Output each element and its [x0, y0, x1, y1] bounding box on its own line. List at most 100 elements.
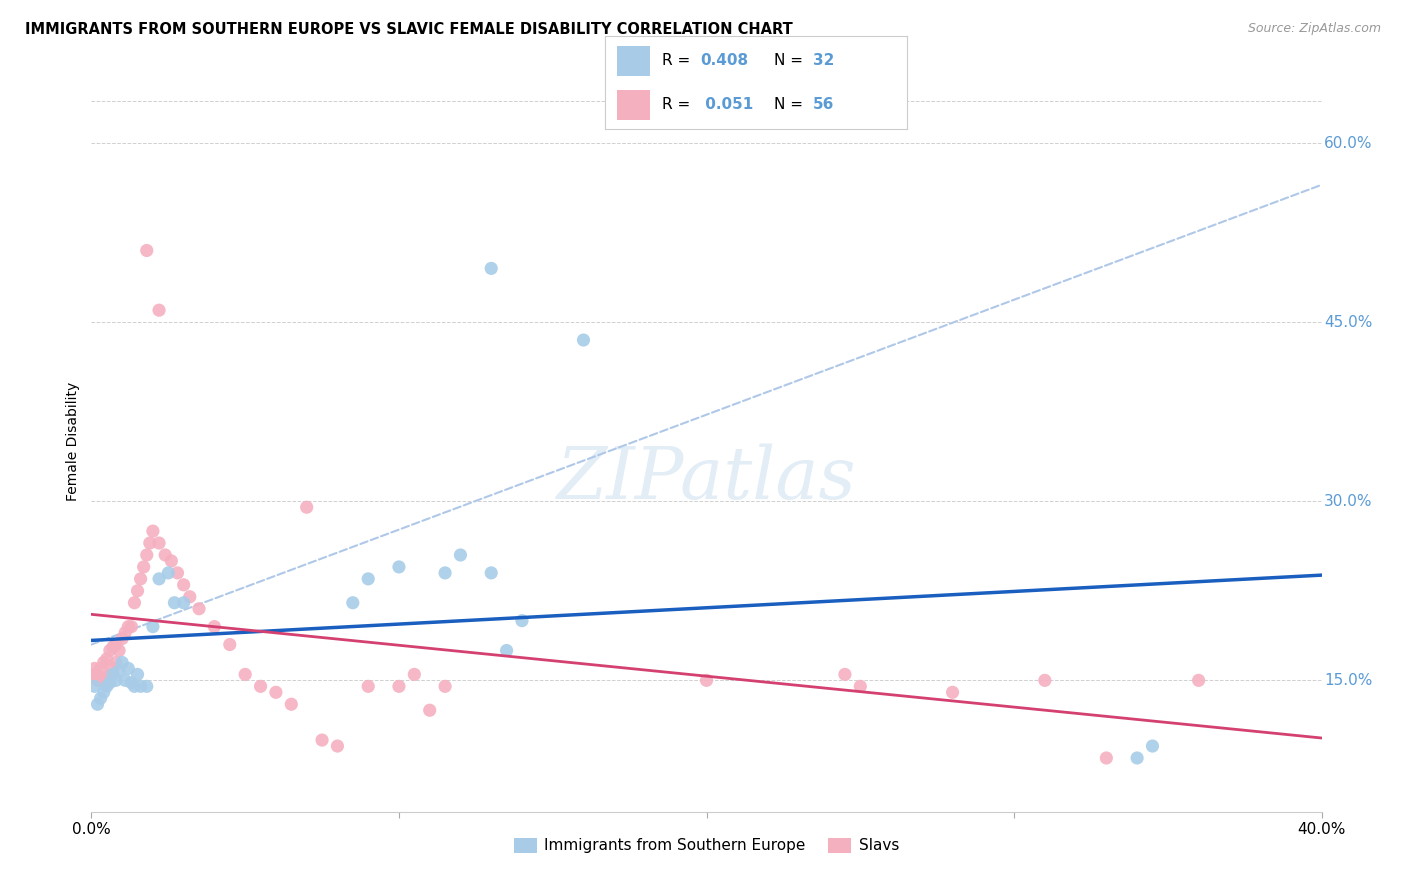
Legend: Immigrants from Southern Europe, Slavs: Immigrants from Southern Europe, Slavs	[508, 831, 905, 860]
Point	[188, 601, 211, 615]
Point	[98, 643, 121, 657]
Point	[139, 536, 162, 550]
Point	[105, 656, 127, 670]
Point	[434, 566, 457, 580]
Text: 60.0%: 60.0%	[1324, 136, 1372, 151]
Text: N =: N =	[773, 96, 807, 112]
Point	[90, 673, 112, 688]
Point	[90, 661, 112, 675]
Point	[132, 560, 155, 574]
Text: 0.408: 0.408	[700, 54, 748, 69]
Point	[135, 548, 157, 562]
Point	[129, 679, 152, 693]
Point	[696, 673, 718, 688]
Point	[111, 656, 134, 670]
Point	[148, 572, 170, 586]
Text: 0.051: 0.051	[700, 96, 754, 112]
Point	[419, 703, 441, 717]
Point	[127, 583, 149, 598]
Text: IMMIGRANTS FROM SOUTHERN EUROPE VS SLAVIC FEMALE DISABILITY CORRELATION CHART: IMMIGRANTS FROM SOUTHERN EUROPE VS SLAVI…	[25, 22, 793, 37]
Point	[83, 661, 105, 675]
Point	[179, 590, 201, 604]
Text: 56: 56	[813, 96, 835, 112]
Point	[510, 614, 533, 628]
Point	[117, 619, 139, 633]
Point	[114, 625, 136, 640]
Point	[388, 560, 411, 574]
Point	[111, 632, 134, 646]
Point	[120, 675, 142, 690]
Point	[124, 596, 146, 610]
Point	[108, 664, 131, 678]
Text: 30.0%: 30.0%	[1324, 494, 1372, 508]
Point	[101, 640, 124, 654]
Text: 32: 32	[813, 54, 835, 69]
Point	[105, 638, 127, 652]
Point	[124, 679, 146, 693]
Point	[388, 679, 411, 693]
FancyBboxPatch shape	[617, 46, 650, 76]
Text: R =: R =	[662, 96, 695, 112]
Point	[1095, 751, 1118, 765]
Point	[166, 566, 188, 580]
Point	[479, 566, 502, 580]
Point	[942, 685, 965, 699]
Point	[834, 667, 856, 681]
Point	[434, 679, 457, 693]
Point	[120, 619, 142, 633]
Point	[93, 685, 115, 699]
Point	[233, 667, 256, 681]
Point	[86, 667, 108, 681]
Point	[449, 548, 471, 562]
Point	[86, 673, 108, 688]
Point	[404, 667, 426, 681]
Point	[86, 698, 108, 712]
Point	[101, 661, 124, 675]
Point	[98, 667, 121, 681]
Text: N =: N =	[773, 54, 807, 69]
Point	[108, 643, 131, 657]
Point	[1033, 673, 1056, 688]
Point	[153, 548, 177, 562]
Point	[105, 673, 127, 688]
Point	[114, 673, 136, 688]
Point	[101, 667, 124, 681]
FancyBboxPatch shape	[617, 90, 650, 120]
Point	[148, 303, 170, 318]
Point	[218, 638, 240, 652]
Point	[142, 619, 165, 633]
Point	[479, 261, 502, 276]
Point	[342, 596, 364, 610]
Point	[357, 572, 380, 586]
Point	[280, 698, 302, 712]
Point	[173, 578, 195, 592]
Point	[295, 500, 318, 515]
Text: 15.0%: 15.0%	[1324, 673, 1372, 688]
Point	[148, 536, 170, 550]
Point	[90, 691, 112, 706]
Point	[173, 596, 195, 610]
Point	[96, 652, 118, 666]
Point	[495, 643, 517, 657]
Point	[157, 566, 180, 580]
Point	[1142, 739, 1164, 753]
Point	[326, 739, 349, 753]
Point	[96, 679, 118, 693]
Text: 45.0%: 45.0%	[1324, 315, 1372, 330]
Point	[93, 675, 115, 690]
Point	[264, 685, 287, 699]
Point	[142, 524, 165, 538]
Point	[93, 656, 115, 670]
Point	[1187, 673, 1209, 688]
Point	[98, 675, 121, 690]
Point	[135, 679, 157, 693]
Point	[311, 733, 333, 747]
Point	[249, 679, 271, 693]
Text: ZIPatlas: ZIPatlas	[557, 443, 856, 514]
Point	[357, 679, 380, 693]
Point	[160, 554, 183, 568]
Point	[127, 667, 149, 681]
Point	[117, 661, 139, 675]
Point	[202, 619, 225, 633]
Point	[1126, 751, 1149, 765]
